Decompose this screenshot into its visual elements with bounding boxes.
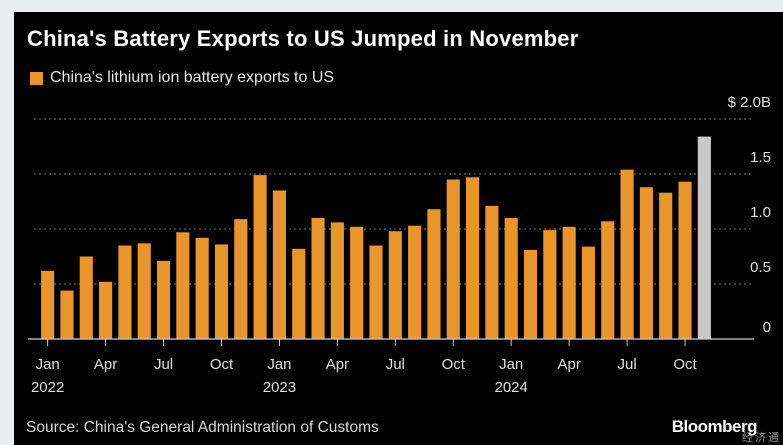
y-tick-label: 1.0 — [750, 204, 771, 221]
x-tick-label: Jul — [617, 356, 636, 373]
bar — [562, 226, 576, 339]
bar — [99, 281, 113, 339]
x-tick-label: Jan — [499, 356, 523, 373]
x-tick-label: Apr — [557, 356, 580, 373]
bar — [253, 175, 267, 339]
watermark: 经济通 — [742, 432, 781, 444]
bar — [543, 230, 557, 339]
bar — [234, 219, 248, 339]
legend-label: China's lithium ion battery exports to U… — [50, 69, 335, 86]
x-year-label: 2022 — [31, 379, 64, 396]
x-year-label: 2023 — [263, 379, 296, 396]
bar — [79, 256, 93, 339]
bar — [504, 218, 518, 339]
bar — [678, 181, 692, 339]
y-tick-label: $ 2.0B — [728, 94, 771, 111]
bloomberg-logo: Bloomberg — [671, 417, 758, 436]
bar — [330, 222, 344, 339]
bar — [601, 221, 615, 339]
y-tick-label: 0 — [763, 319, 771, 336]
bar — [292, 248, 306, 339]
bar — [639, 187, 653, 339]
bar — [408, 225, 422, 339]
legend: China's lithium ion battery exports to U… — [30, 69, 334, 87]
x-tick-label: Oct — [210, 356, 234, 373]
bar — [388, 231, 402, 339]
bar — [369, 245, 383, 339]
bar — [446, 179, 460, 339]
x-tick-label: Jan — [267, 356, 291, 373]
source-note: Source: China's General Administration o… — [26, 419, 379, 436]
bar — [156, 260, 171, 339]
bar — [60, 290, 74, 339]
bar — [620, 169, 634, 339]
bar — [485, 205, 499, 339]
y-tick-label: 1.5 — [750, 149, 771, 166]
x-tick-label: Apr — [326, 356, 349, 373]
x-year-label: 2024 — [495, 379, 528, 396]
bar — [272, 190, 286, 339]
bar-chart: 0 0.5 1.0 1.5 $ 2.0B Jan 2022 Apr Jul Oct Jan 2023 A… — [28, 94, 771, 396]
bar — [195, 237, 209, 339]
bar — [214, 244, 229, 339]
bar — [523, 249, 538, 339]
x-tick-label: Oct — [442, 356, 466, 373]
bar — [176, 232, 190, 339]
x-tick-label: Apr — [94, 356, 117, 373]
y-tick-label: 0.5 — [750, 259, 771, 276]
bar — [581, 246, 596, 339]
bar — [659, 192, 673, 339]
x-tick-label: Jul — [386, 356, 405, 373]
bar — [311, 218, 325, 339]
bar — [118, 245, 132, 339]
legend-swatch — [30, 71, 43, 85]
chart-card: China's Battery Exports to US Jumped in … — [14, 12, 783, 445]
x-tick-label: Jan — [36, 356, 60, 373]
chart-title: China's Battery Exports to US Jumped in … — [27, 26, 579, 51]
bar — [350, 226, 364, 339]
bar — [41, 270, 55, 339]
bar-highlight — [697, 136, 711, 339]
bar — [466, 177, 480, 339]
bar — [137, 243, 151, 339]
x-tick-label: Jul — [154, 356, 173, 373]
x-tick-label: Oct — [673, 356, 697, 373]
bar — [427, 209, 441, 339]
